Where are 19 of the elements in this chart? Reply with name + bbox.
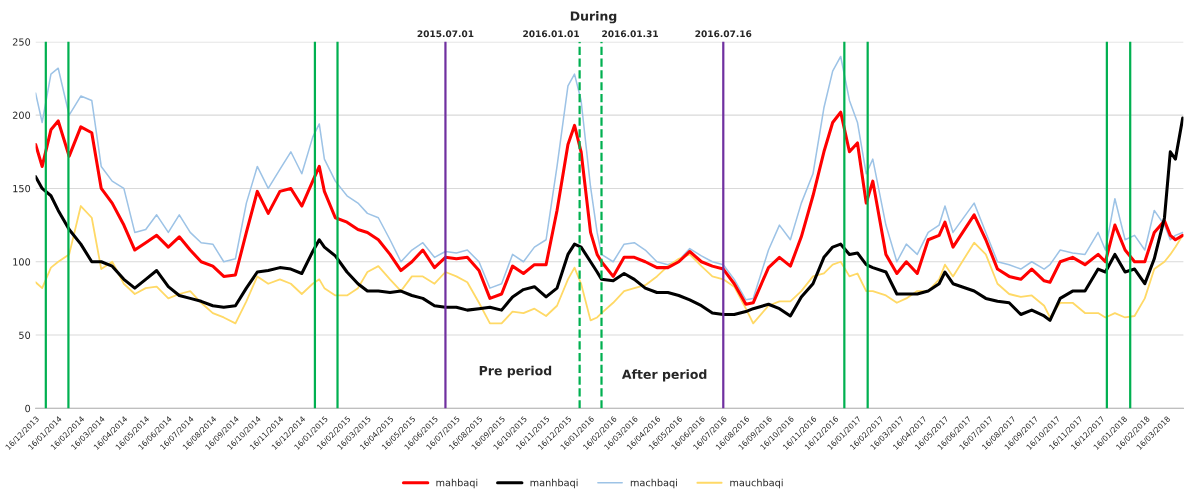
ref-line-label: 2016.01.01: [523, 30, 580, 38]
y-tick-label: 150: [13, 184, 31, 193]
ref-line-label: 2016.01.31: [602, 30, 658, 38]
annotation: After period: [621, 369, 707, 382]
chart-title: During: [570, 11, 617, 24]
legend-label: mahbaqi: [436, 478, 478, 489]
line-series: [35, 55, 1184, 301]
legend-label: machbaqi: [630, 478, 677, 489]
y-tick-label: 0: [25, 404, 31, 413]
legend-label: mauchbaqi: [730, 478, 783, 489]
y-tick-label: 200: [12, 111, 31, 119]
line-series: [35, 205, 1184, 325]
legend-label: manhbaqi: [530, 478, 578, 489]
annotation: Pre period: [479, 365, 552, 378]
ref-line-label: 2016.07.16: [695, 30, 752, 38]
y-tick-label: 100: [13, 258, 31, 266]
y-tick-label: 50: [19, 331, 31, 339]
ref-line-label: 2015.07.01: [417, 30, 474, 38]
y-tick-label: 250: [12, 38, 31, 46]
